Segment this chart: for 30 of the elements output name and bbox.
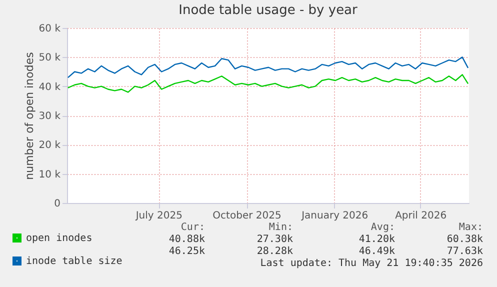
text: 46.25k: [168, 246, 205, 257]
text: Max:: [458, 222, 483, 233]
x-tick-label: October 2025: [212, 210, 282, 222]
x-tick-label: April 2026: [395, 210, 447, 222]
chart-title: Inode table usage - by year: [178, 3, 358, 18]
text: 41.20k: [358, 234, 395, 245]
y-tick-label: 0: [54, 198, 60, 210]
x-tick-label: January 2026: [300, 210, 368, 222]
y-axis-title: number of open inodes: [22, 52, 36, 180]
text: Last update: Thu May 21 19:40:35 2026: [260, 258, 483, 269]
legend-label: open inodes: [26, 233, 92, 244]
y-tick-label: 30 k: [38, 111, 61, 122]
text: 46.49k: [358, 246, 395, 257]
line-series: [67, 56, 469, 78]
text: Avg:: [370, 222, 395, 233]
y-tick-label: 20 k: [38, 140, 61, 152]
text: Min:: [268, 222, 293, 233]
text: 27.30k: [256, 234, 293, 245]
x-tick-label: July 2025: [134, 210, 182, 222]
text: 60.38k: [446, 234, 483, 245]
y-tick-label: 50 k: [38, 52, 61, 64]
text: 40.88k: [168, 234, 205, 245]
text: 77.63k: [446, 246, 483, 257]
text: 28.28k: [256, 246, 293, 257]
y-tick-label: 60 k: [38, 24, 61, 34]
y-tick-label: 10 k: [38, 169, 61, 180]
text: Cur:: [180, 222, 205, 233]
legend-label: inode table size: [26, 256, 122, 267]
line-series: [67, 74, 469, 93]
y-tick-label: 40 k: [38, 82, 61, 93]
